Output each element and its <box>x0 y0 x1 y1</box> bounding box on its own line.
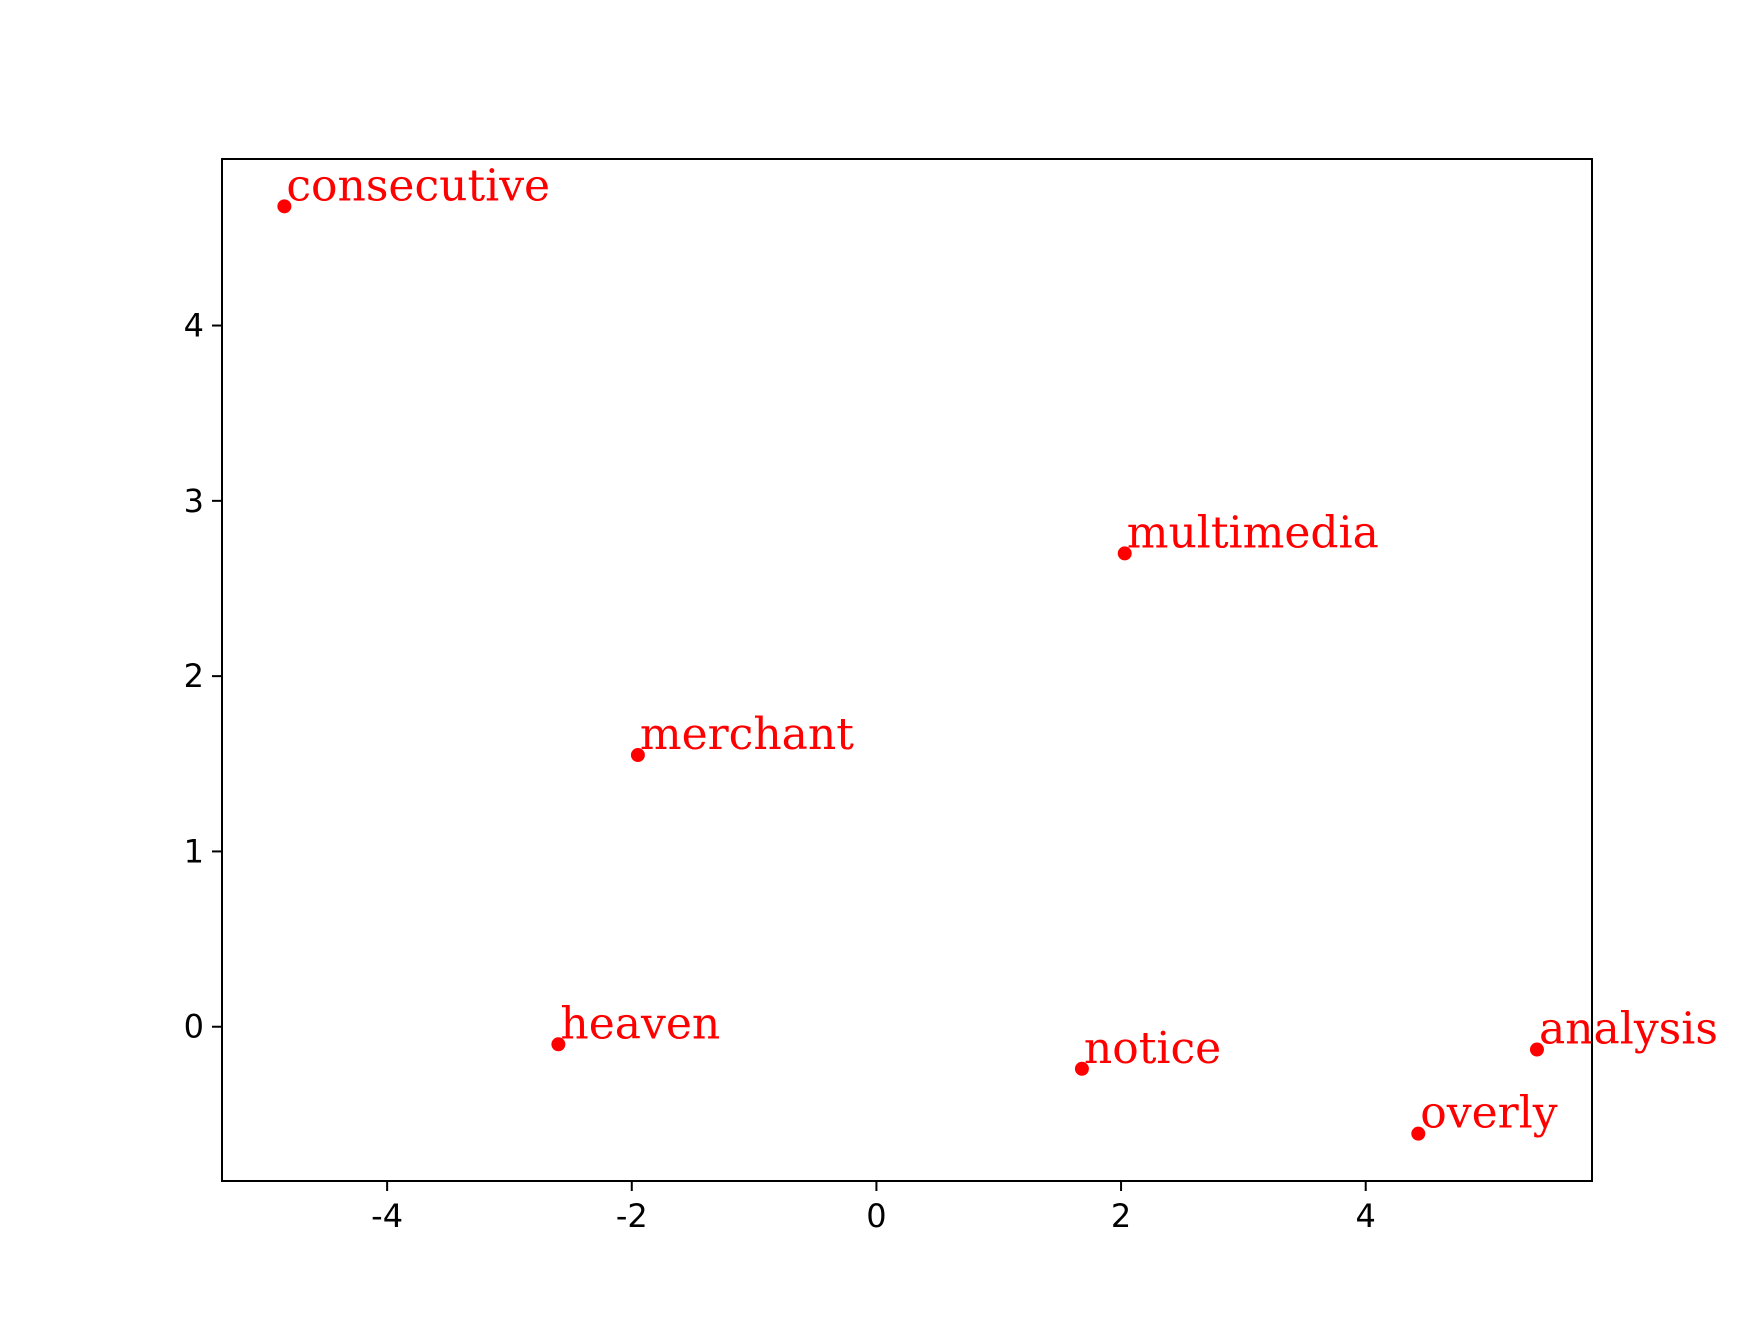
point-label: merchant <box>640 709 854 760</box>
y-tick-label: 3 <box>184 482 204 520</box>
y-tick-label: 0 <box>184 1008 204 1046</box>
y-tick-label: 4 <box>184 307 204 345</box>
point-label: notice <box>1084 1023 1221 1074</box>
point-label: heaven <box>560 998 720 1049</box>
data-point <box>1529 1042 1544 1057</box>
y-axis-ticks: 0 1 2 3 4 <box>184 307 222 1046</box>
data-point <box>630 748 645 763</box>
y-tick-label: 1 <box>184 832 204 870</box>
data-point <box>551 1037 566 1052</box>
data-points: consecutive multimedia merchant heaven notic… <box>277 160 1718 1141</box>
point-label: multimedia <box>1127 507 1379 558</box>
plot-area-frame <box>221 158 1593 1182</box>
x-tick-label: -4 <box>371 1197 403 1235</box>
y-tick-label: 2 <box>184 657 204 695</box>
x-axis-ticks: -4 -2 0 2 4 <box>371 1181 1376 1235</box>
data-point <box>1411 1126 1426 1141</box>
point-label: overly <box>1420 1088 1557 1139</box>
data-point <box>1074 1061 1089 1076</box>
point-label: consecutive <box>286 160 550 211</box>
point-label: analysis <box>1539 1004 1718 1055</box>
x-tick-label: 4 <box>1356 1197 1376 1235</box>
data-point <box>277 199 292 214</box>
x-tick-label: 0 <box>866 1197 886 1235</box>
x-tick-label: 2 <box>1111 1197 1131 1235</box>
x-tick-label: -2 <box>616 1197 648 1235</box>
data-point <box>1117 546 1132 561</box>
